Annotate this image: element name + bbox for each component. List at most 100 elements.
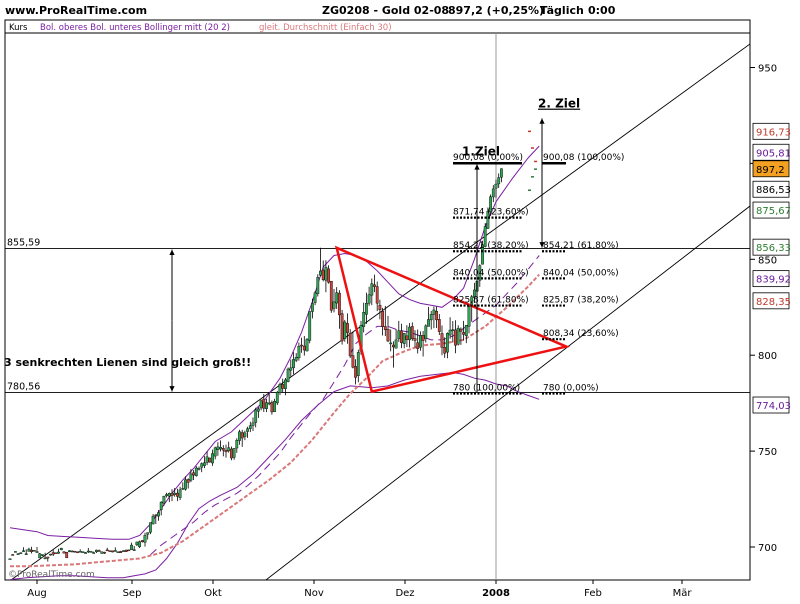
candle-body xyxy=(348,332,352,357)
candle-body xyxy=(394,339,398,349)
candle-body xyxy=(464,325,468,337)
x-tick-label: Sep xyxy=(123,588,142,599)
candle-body xyxy=(351,355,355,368)
candle-body xyxy=(54,552,58,554)
candle-body xyxy=(84,552,88,554)
candle-body xyxy=(97,550,101,552)
price-badge-label: 774,03 xyxy=(756,401,791,412)
candle-body xyxy=(181,488,185,490)
annotation-layer: 855,59 780,56 900,08 (0,00%) 871,74 (23,60%… xyxy=(4,97,624,395)
candle-body xyxy=(173,492,177,495)
candle-body xyxy=(486,210,490,229)
candle-body xyxy=(232,448,236,458)
candle-body xyxy=(308,311,312,341)
candle-body xyxy=(284,379,287,389)
candle-body xyxy=(167,493,171,497)
candle-body xyxy=(462,332,465,335)
ziel2-arrow-down xyxy=(539,163,545,248)
price-badge-label: 828,35 xyxy=(756,297,791,308)
candle-body xyxy=(332,301,336,309)
candle-body xyxy=(103,551,106,554)
candle-body xyxy=(8,558,12,560)
candle-body xyxy=(292,359,295,369)
price-badge-box xyxy=(752,270,790,288)
candle-body xyxy=(483,226,487,247)
candle-body xyxy=(62,551,66,554)
candle-body xyxy=(238,431,241,441)
candle-body xyxy=(105,549,109,552)
candle-body xyxy=(302,345,306,351)
candle-body xyxy=(338,292,341,316)
arrow-head xyxy=(169,249,175,255)
candle-body xyxy=(67,550,71,552)
x-tick-label: Mär xyxy=(673,588,693,599)
candle-body xyxy=(89,551,93,553)
price-badge-label: 886,53 xyxy=(756,185,791,196)
arrow-head xyxy=(539,118,545,124)
candle-body xyxy=(297,345,301,359)
fib-up-label: 825,87 (61,80%) xyxy=(453,296,529,306)
upper-bollinger-line xyxy=(9,145,540,540)
candle-body xyxy=(140,540,144,543)
candle-body xyxy=(221,448,225,451)
price-badge: 886,53 xyxy=(752,180,791,198)
candle-body xyxy=(235,439,239,449)
candle-body xyxy=(262,398,266,409)
candle-body xyxy=(400,330,403,343)
candle-body xyxy=(448,329,452,336)
header-interval: Täglich xyxy=(540,4,584,17)
candle-body xyxy=(413,338,417,341)
x-tick-label: 2008 xyxy=(482,588,510,599)
candle-body xyxy=(381,311,384,328)
candle-body xyxy=(43,557,47,560)
fib-up-label: 871,74 (23,60%) xyxy=(453,208,529,218)
ziel1-arrow xyxy=(474,164,480,393)
candle-body xyxy=(127,549,131,552)
header-price: 897,2 (+0,25%) xyxy=(448,4,544,17)
candle-body xyxy=(11,554,15,556)
candle-body xyxy=(416,342,420,349)
level-label-855: 855,59 xyxy=(7,238,40,249)
candle-body xyxy=(494,183,498,189)
channel-lines xyxy=(10,43,750,580)
candle-body xyxy=(229,448,233,459)
candle-body xyxy=(392,344,395,348)
candle-body xyxy=(16,553,20,555)
candle-body xyxy=(78,551,82,553)
ziel2-label: 2. Ziel xyxy=(538,97,580,111)
chart-header: www.ProRealTime.com ZG0208 - Gold 02-08 … xyxy=(5,4,616,17)
price-badge-label: 897,2 xyxy=(756,165,785,176)
candle-body xyxy=(154,514,158,517)
lower-bollinger-line xyxy=(9,371,540,581)
price-badge-label: 875,67 xyxy=(756,206,791,217)
candle-body xyxy=(324,266,328,281)
candle-body xyxy=(446,333,449,353)
candle-body xyxy=(200,463,204,468)
candle-body xyxy=(270,402,274,413)
candle-body xyxy=(327,268,330,283)
fib-down-label: 854,21 (61,80%) xyxy=(543,241,619,251)
indicator-legend: Kurs Bol. oberes Bol. unteres Bollinger … xyxy=(9,23,392,33)
axes-layer: 700750800850900950AugSepOktNovDez2008Feb… xyxy=(27,64,791,600)
measure-note: 3 senkrechten Lienen sind gleich groß!! xyxy=(4,356,251,369)
arrow-head xyxy=(169,386,175,392)
measure-arrow-down xyxy=(169,320,175,392)
price-badge: 774,03 xyxy=(752,396,791,414)
candle-body xyxy=(211,453,214,464)
candle-body xyxy=(278,383,282,393)
candle-body xyxy=(456,327,460,345)
x-tick-label: Feb xyxy=(584,588,602,599)
candle-body xyxy=(275,392,279,404)
ziel2-arrow-up xyxy=(539,118,545,164)
y-tick-label: 700 xyxy=(758,543,777,554)
candle-body xyxy=(175,492,179,497)
candle-body xyxy=(57,551,61,554)
candle-body xyxy=(240,432,244,439)
fib-down-label: 780 (0,00%) xyxy=(543,384,599,394)
candle-body xyxy=(202,462,206,466)
candle-body xyxy=(375,286,379,304)
price-badge: 916,73 xyxy=(752,122,791,140)
candle-body xyxy=(335,292,339,304)
price-badge-label: 916,73 xyxy=(756,127,791,138)
candle-body xyxy=(300,344,303,347)
